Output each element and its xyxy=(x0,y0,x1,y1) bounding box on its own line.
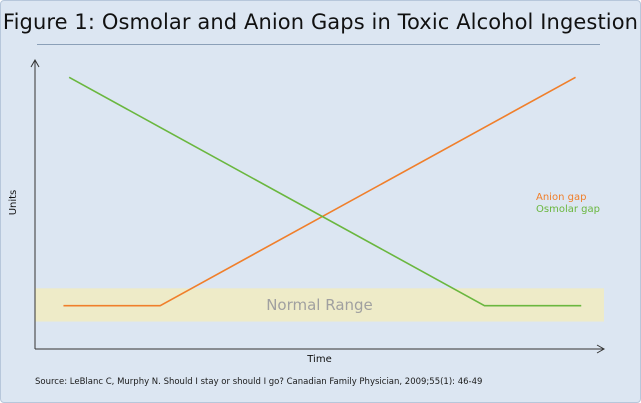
series-layer xyxy=(63,76,582,307)
legend-item-anion-gap: Anion gap xyxy=(536,192,587,203)
y-axis-arrow-icon xyxy=(30,58,40,68)
y-axis-label: Units xyxy=(8,190,19,216)
series-line-anion-gap xyxy=(63,76,576,307)
normal-range-label: Normal Range xyxy=(266,296,373,314)
chart-title: Figure 1: Osmolar and Anion Gaps in Toxi… xyxy=(2,10,639,34)
legend-item-osmolar-gap: Osmolar gap xyxy=(536,204,600,215)
source-citation: Source: LeBlanc C, Murphy N. Should I st… xyxy=(35,377,483,387)
x-axis-arrow-icon xyxy=(596,344,606,354)
x-axis-label: Time xyxy=(306,354,331,365)
legend: Anion gap Osmolar gap xyxy=(536,192,600,216)
title-divider xyxy=(37,44,600,45)
series-line-osmolar-gap xyxy=(68,76,582,307)
